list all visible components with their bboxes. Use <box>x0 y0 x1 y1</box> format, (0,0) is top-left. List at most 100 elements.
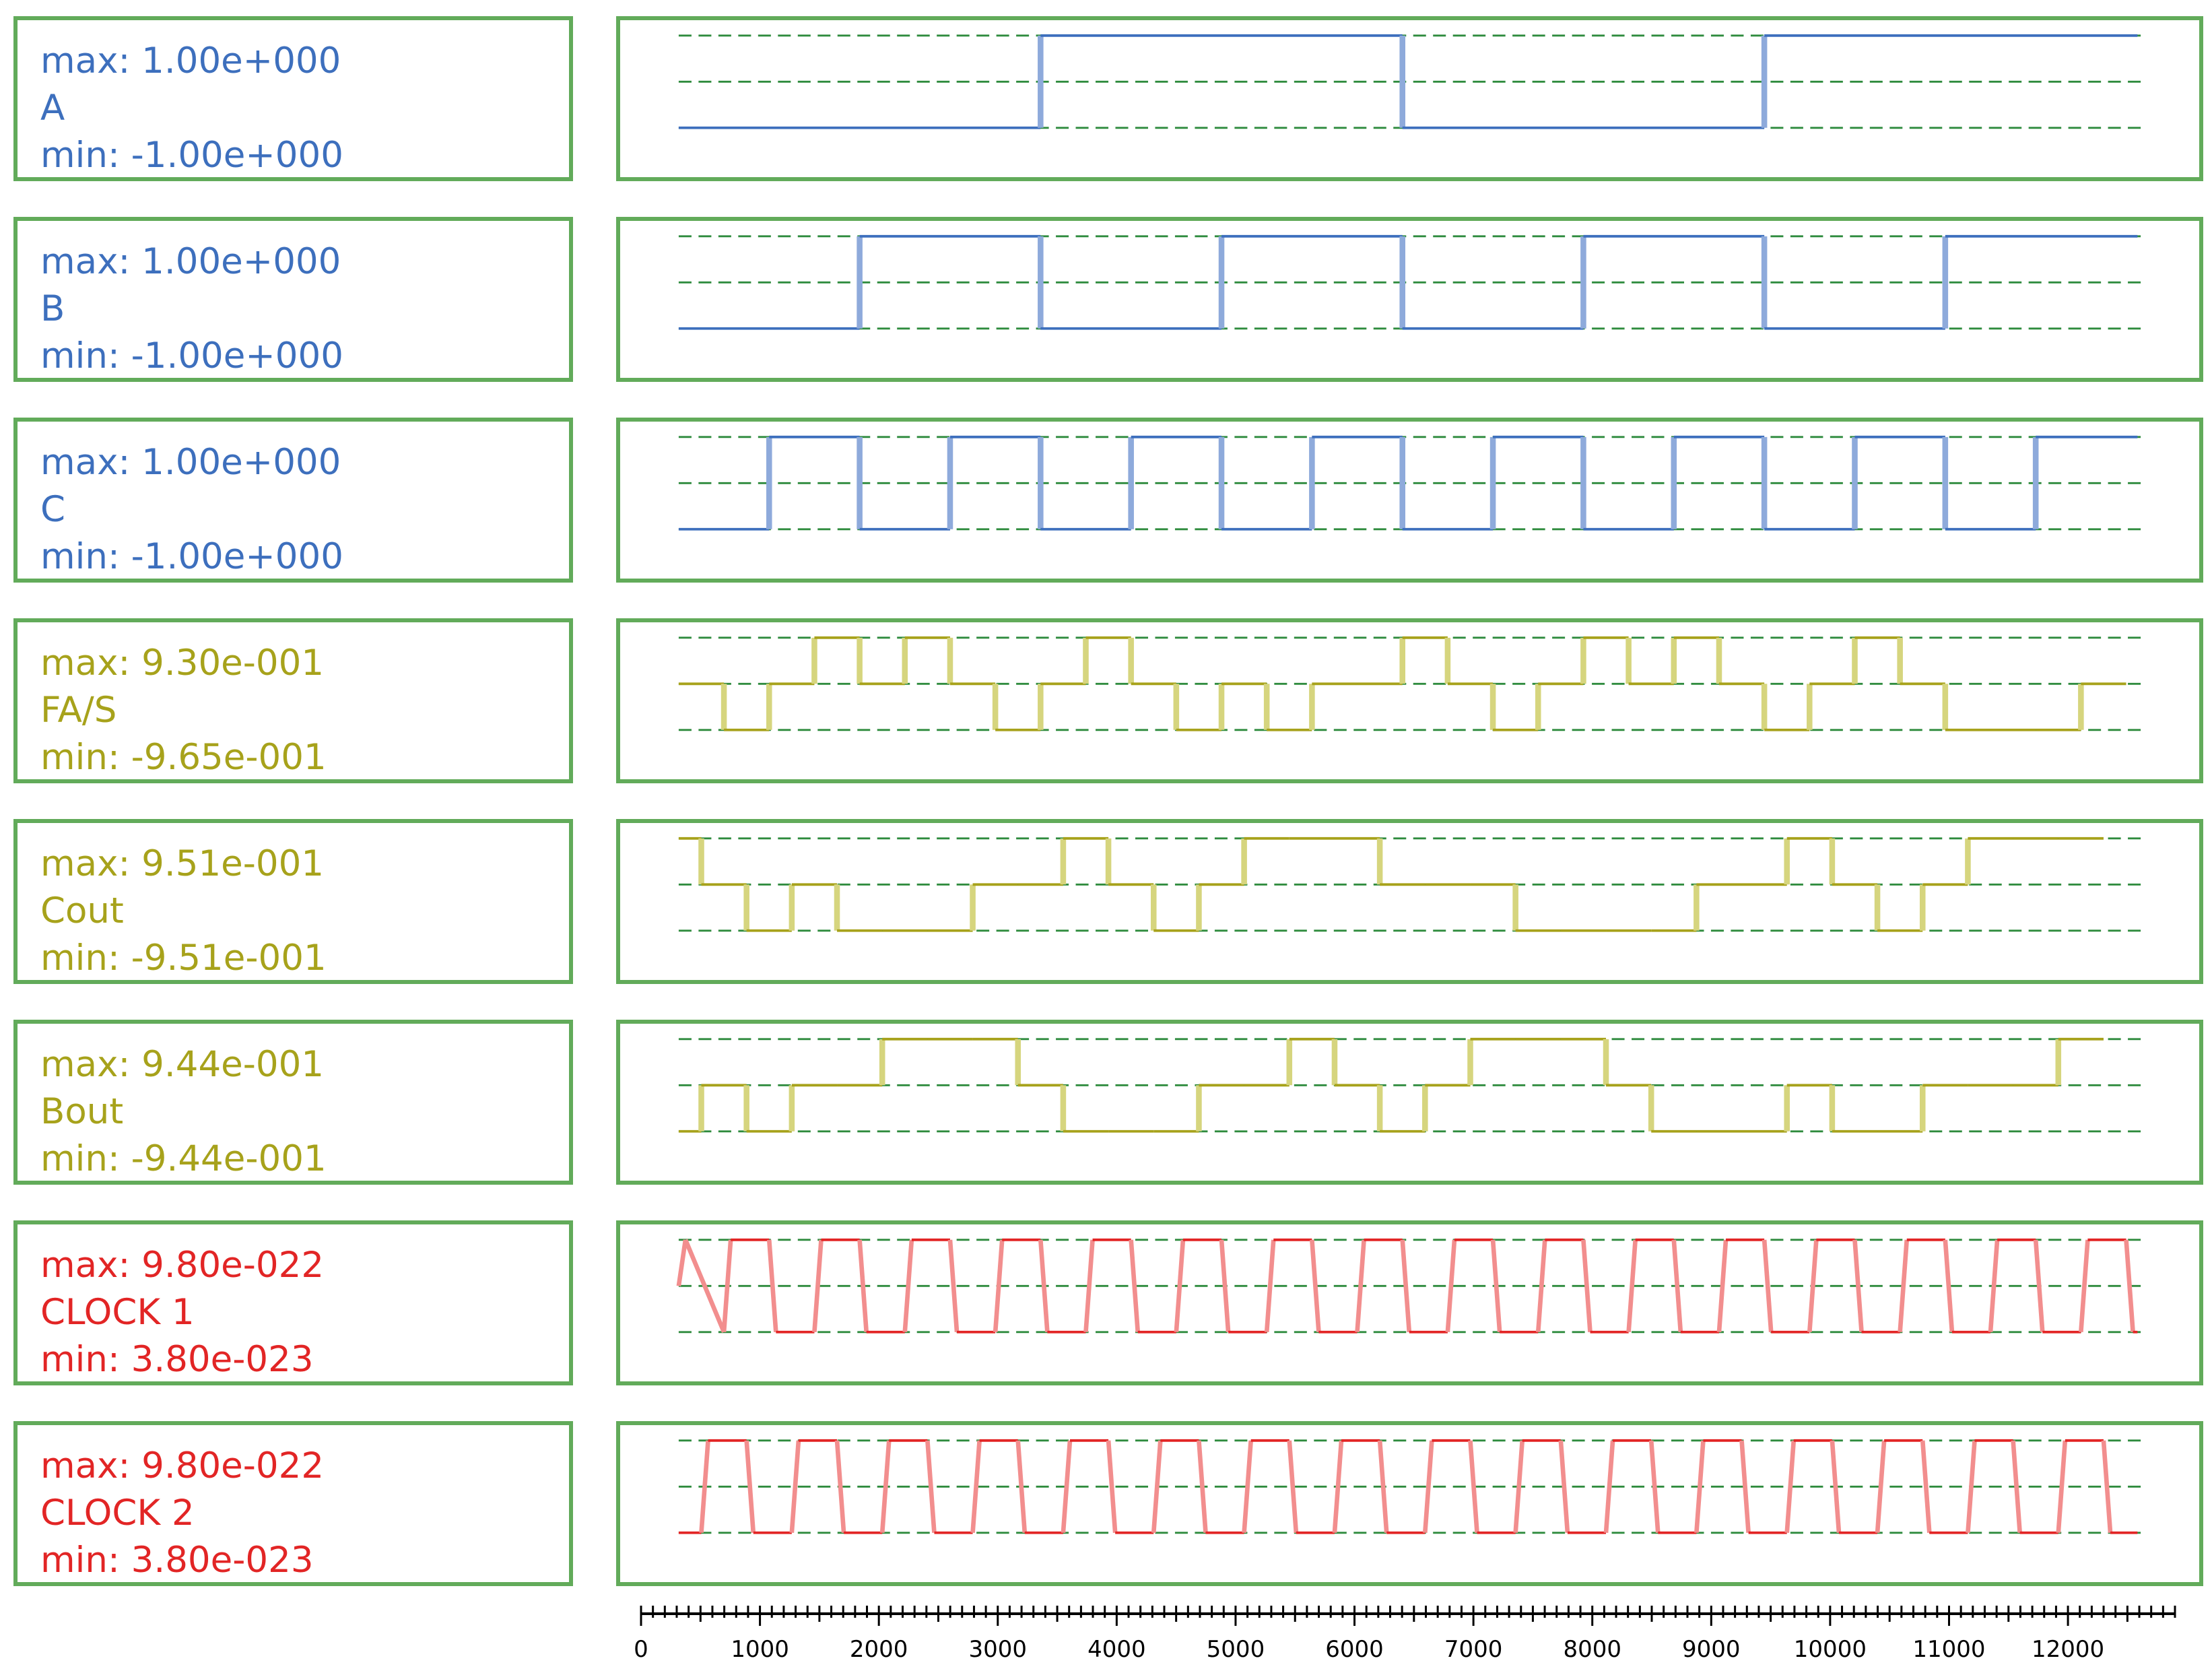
waveform-edge <box>1739 1440 1751 1534</box>
series-name: FA/S <box>40 690 117 731</box>
min-label: min: -9.44e-001 <box>40 1138 327 1179</box>
max-label: max: 1.00e+000 <box>40 442 341 483</box>
waveform-edge <box>1445 1239 1457 1333</box>
label-panel-clock2: max: 9.80e-022 CLOCK 2 min: 3.80e-023 <box>13 1421 573 1586</box>
waveform-edge <box>1784 1440 1797 1534</box>
waveform-edge <box>947 1239 960 1333</box>
waveform-edge <box>699 1440 710 1534</box>
waveform-edge <box>1264 1239 1276 1333</box>
label-panel-clock1: max: 9.80e-022 CLOCK 1 min: 3.80e-023 <box>13 1220 573 1385</box>
waveform-edge <box>1671 1239 1683 1333</box>
waveform-edge <box>1513 1440 1525 1534</box>
waveform-edge <box>1535 1239 1547 1333</box>
waveform-edge <box>1015 1440 1028 1534</box>
waveform-svg <box>678 636 2143 731</box>
max-label: max: 9.80e-022 <box>40 1245 325 1286</box>
max-label: max: 9.80e-022 <box>40 1445 325 1486</box>
waveform-edge <box>879 1440 892 1534</box>
waveform-edge <box>1377 1440 1389 1534</box>
min-label: min: 3.80e-023 <box>40 1339 314 1380</box>
max-label: max: 1.00e+000 <box>40 40 341 81</box>
waveform-edge <box>902 1239 914 1333</box>
waveform-edge <box>2056 1440 2068 1534</box>
tick-label: 4000 <box>1087 1636 1146 1663</box>
min-label: min: -1.00e+000 <box>40 135 343 176</box>
waveform-edge <box>1197 1440 1208 1534</box>
tick-label: 0 <box>634 1636 648 1663</box>
waveform-edge <box>1490 1239 1502 1333</box>
waveform-edge <box>1603 1440 1615 1534</box>
min-label: min: 3.80e-023 <box>40 1540 314 1581</box>
waveform-edge <box>1852 1239 1864 1333</box>
waveform-edge <box>1310 1239 1321 1333</box>
max-label: max: 9.44e-001 <box>40 1044 325 1085</box>
waveform-panel-b <box>616 217 2203 382</box>
min-label: min: -1.00e+000 <box>40 536 343 577</box>
waveform-edge <box>1807 1239 1819 1333</box>
waveform-edge <box>1558 1440 1570 1534</box>
waveform-edge <box>1151 1440 1163 1534</box>
waveform-edge <box>1762 1239 1774 1333</box>
waveform-edge <box>925 1440 937 1534</box>
label-panel-a: max: 1.00e+000 A min: -1.00e+000 <box>13 16 573 181</box>
tick-label: 3000 <box>969 1636 1028 1663</box>
waveform-panel-c <box>616 418 2203 583</box>
label-panel-c: max: 1.00e+000 C min: -1.00e+000 <box>13 418 573 583</box>
series-name: B <box>40 288 65 329</box>
waveform-edge <box>970 1440 982 1534</box>
waveform-edge <box>1355 1239 1366 1333</box>
waveform-edge <box>993 1239 1005 1333</box>
series-name: C <box>40 489 66 530</box>
waveform-panel-bout <box>616 1020 2203 1185</box>
waveform-edge <box>857 1239 869 1333</box>
waveform-edge <box>1581 1239 1593 1333</box>
waveform-edge <box>1830 1440 1842 1534</box>
label-panel-b: max: 1.00e+000 B min: -1.00e+000 <box>13 217 573 382</box>
waveform-panel-clock2 <box>616 1421 2203 1586</box>
waveform-edge <box>766 1239 778 1333</box>
series-name: CLOCK 1 <box>40 1292 195 1333</box>
x-axis: 0 1000 2000 3000 4000 5000 6000 7000 8000 9000 100… <box>634 1606 2176 1663</box>
waveform-edge <box>1400 1239 1412 1333</box>
waveform-edge <box>676 1239 688 1286</box>
series-name: A <box>40 88 65 129</box>
series-name: CLOCK 2 <box>40 1492 195 1534</box>
waveform-edge <box>1061 1440 1073 1534</box>
waveform-svg <box>678 1037 2143 1133</box>
max-label: max: 9.30e-001 <box>40 643 325 684</box>
tick-label: 2000 <box>850 1636 908 1663</box>
waveform-edge <box>812 1239 824 1333</box>
max-label: max: 9.51e-001 <box>40 843 325 884</box>
waveform-svg <box>678 435 2143 531</box>
waveform-edge <box>1129 1239 1141 1333</box>
waveform-panel-cout <box>616 819 2203 984</box>
waveform-edge <box>1920 1440 1932 1534</box>
tick-label: 8000 <box>1563 1636 1621 1663</box>
waveform-edge <box>744 1440 756 1534</box>
waveform-edge <box>789 1440 801 1534</box>
waveform-edge <box>1943 1239 1955 1333</box>
max-label: max: 1.00e+000 <box>40 241 341 282</box>
tick-label: 10000 <box>1794 1636 1867 1663</box>
series-name: Bout <box>40 1091 124 1132</box>
waveform-edge <box>1468 1440 1479 1534</box>
tick-label: 7000 <box>1444 1636 1503 1663</box>
waveform-edge <box>2079 1239 2090 1333</box>
series-name: Cout <box>40 890 124 931</box>
tick-label: 12000 <box>2032 1636 2104 1663</box>
tick-label: 9000 <box>1682 1636 1741 1663</box>
waveform-svg <box>678 836 2143 932</box>
waveform-panel-clock1 <box>616 1220 2203 1385</box>
waveform-edge <box>1875 1440 1887 1534</box>
min-label: min: -1.00e+000 <box>40 335 343 376</box>
tick-label: 6000 <box>1325 1636 1384 1663</box>
waveform-svg <box>678 234 2143 330</box>
tick-label: 11000 <box>1912 1636 1985 1663</box>
waveform-edge <box>2124 1239 2135 1333</box>
label-panel-bout: max: 9.44e-001 Bout min: -9.44e-001 <box>13 1020 573 1185</box>
waveform-edge <box>1287 1440 1299 1534</box>
waveform-edge <box>1242 1440 1254 1534</box>
waveform-edge <box>834 1440 846 1534</box>
label-panel-cout: max: 9.51e-001 Cout min: -9.51e-001 <box>13 819 573 984</box>
waveform-edge <box>721 1239 733 1333</box>
